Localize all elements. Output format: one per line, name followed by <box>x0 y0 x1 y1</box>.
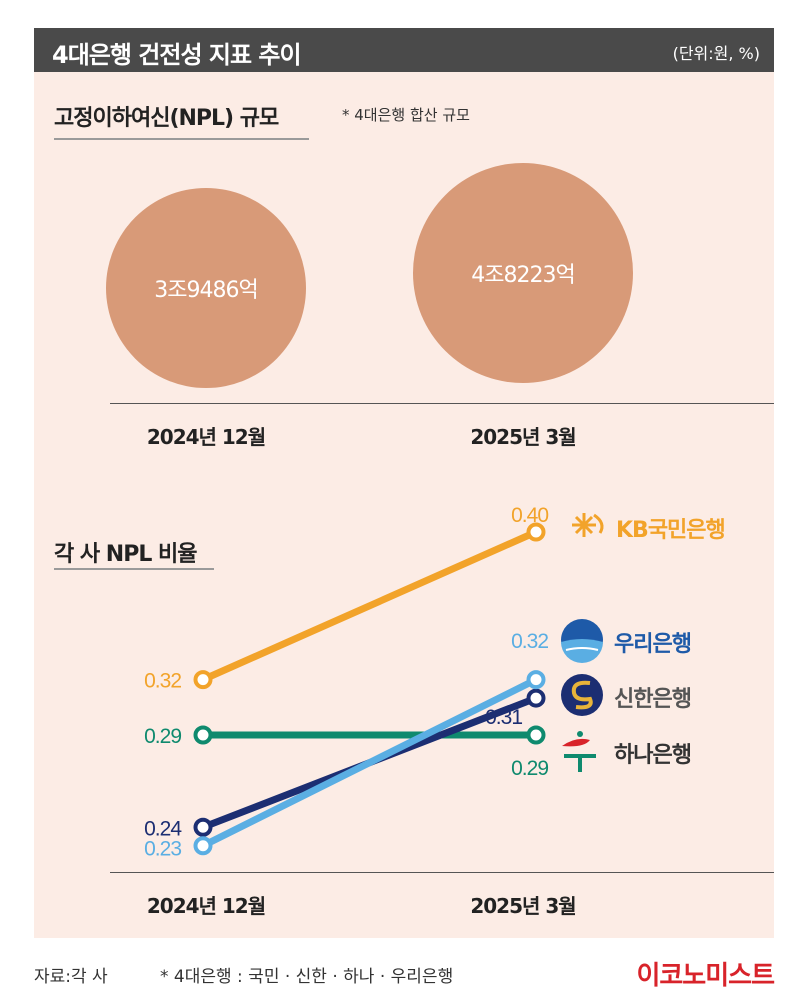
point-shinhan-1 <box>526 688 546 708</box>
bank-label-woori: 우리은행 <box>614 632 691 657</box>
value-label-shinhan-2024-12: 0.24 <box>144 817 182 840</box>
npl-section-note: * 4대은행 합산 규모 <box>342 106 470 124</box>
title-bar: 4대은행 건전성 지표 추이 (단위:원, %) <box>34 28 774 72</box>
kb-star-icon <box>572 513 604 537</box>
ratio-xlabel-2025-03: 2025년 3월 <box>470 894 576 918</box>
point-woori-0 <box>193 836 213 856</box>
value-label-woori-2025-03: 0.32 <box>511 630 548 653</box>
npl-bubble-2025-03: 4조8223억 <box>413 163 633 383</box>
value-label-woori-2024-12: 0.23 <box>144 838 181 861</box>
ratio-section-underline <box>54 568 214 570</box>
point-hana-1 <box>526 725 546 745</box>
bank-label-shinhan: 신한은행 <box>614 687 691 712</box>
label-layer: 0.32 0.40 KB국민은행 0.23 0.32 우리은행 0.24 0.31 신한은행 0.… <box>144 504 726 861</box>
value-label-shinhan-2025-03: 0.31 <box>485 706 522 729</box>
point-kb-1 <box>526 522 546 542</box>
unit-label: (단위:원, %) <box>672 44 760 63</box>
point-woori-1 <box>526 670 546 690</box>
ratio-section-title: 각 사 NPL 비율 <box>54 542 197 567</box>
bank-logo-layer <box>561 513 604 772</box>
npl-bubble-2024-12: 3조9486억 <box>106 188 306 388</box>
banks-footnote: * 4대은행 : 국민 · 신한 · 하나 · 우리은행 <box>160 967 454 987</box>
infographic-panel: 4대은행 건전성 지표 추이 (단위:원, %) 고정이하여신(NPL) 규모 … <box>34 28 774 938</box>
value-label-kb-2025-03: 0.40 <box>511 504 548 527</box>
npl-section-title: 고정이하여신(NPL) 규모 <box>54 106 279 131</box>
point-kb-0 <box>193 670 213 690</box>
bank-label-hana: 하나은행 <box>614 743 691 768</box>
point-hana-0 <box>193 725 213 745</box>
woori-logo-icon <box>561 619 603 663</box>
value-label-hana-2025-03: 0.29 <box>511 757 548 780</box>
ratio-axis-line <box>110 872 774 873</box>
point-shinhan-0 <box>193 817 213 837</box>
series-line-woori <box>199 676 540 850</box>
series-line-kb <box>199 528 540 684</box>
npl-section-underline <box>54 138 309 140</box>
npl-xlabel-2025-03: 2025년 3월 <box>470 425 576 449</box>
source-note: 자료:각 사 <box>34 967 108 987</box>
value-label-hana-2024-12: 0.29 <box>144 725 181 748</box>
npl-axis-line <box>110 403 774 404</box>
series-layer <box>193 522 546 856</box>
value-label-kb-2024-12: 0.32 <box>144 670 181 693</box>
ratio-xlabel-2024-12: 2024년 12월 <box>146 894 266 918</box>
shinhan-logo-icon <box>561 674 603 716</box>
npl-xlabel-2024-12: 2024년 12월 <box>146 425 266 449</box>
brand-logo: 이코노미스트 <box>636 961 775 991</box>
hana-logo-icon <box>562 731 596 772</box>
page-title: 4대은행 건전성 지표 추이 <box>52 41 302 69</box>
bank-label-kb: KB국민은행 <box>616 518 725 543</box>
